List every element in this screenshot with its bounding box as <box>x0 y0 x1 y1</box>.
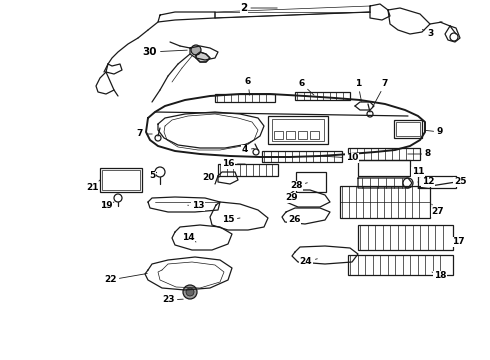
Text: 6: 6 <box>245 77 251 95</box>
Ellipse shape <box>403 178 413 188</box>
Bar <box>295 92 350 100</box>
Bar <box>215 94 275 102</box>
Polygon shape <box>196 52 210 62</box>
Text: 3: 3 <box>422 30 433 39</box>
Text: 7: 7 <box>137 130 152 139</box>
Bar <box>100 168 142 192</box>
Bar <box>358 225 453 250</box>
Bar <box>396 122 420 136</box>
Text: 7: 7 <box>372 80 388 108</box>
Bar <box>102 170 140 190</box>
Text: 29: 29 <box>286 194 298 202</box>
Bar <box>298 131 307 139</box>
Circle shape <box>191 45 201 55</box>
Bar <box>310 131 319 139</box>
Text: 22: 22 <box>104 274 147 284</box>
Text: 5: 5 <box>149 171 155 180</box>
Text: 19: 19 <box>99 202 114 211</box>
Bar <box>340 186 430 218</box>
Text: 26: 26 <box>288 216 300 225</box>
Text: 21: 21 <box>86 180 100 193</box>
Bar <box>418 176 456 188</box>
Text: 6: 6 <box>299 80 314 95</box>
Text: 4: 4 <box>242 145 254 154</box>
Bar <box>348 255 453 275</box>
Bar <box>394 120 422 138</box>
Bar <box>268 116 328 144</box>
Text: 13: 13 <box>188 202 204 211</box>
Bar <box>286 131 295 139</box>
Text: 14: 14 <box>182 234 196 243</box>
Bar <box>272 119 324 141</box>
Text: 23: 23 <box>162 296 183 305</box>
Circle shape <box>186 288 194 296</box>
Text: 2: 2 <box>241 3 277 13</box>
Bar <box>262 151 342 162</box>
Text: 12: 12 <box>418 177 434 186</box>
Text: 28: 28 <box>290 181 307 190</box>
Text: 20: 20 <box>202 174 219 183</box>
Text: 17: 17 <box>452 238 465 247</box>
Bar <box>358 160 410 176</box>
Text: 9: 9 <box>425 127 443 136</box>
Text: 11: 11 <box>412 167 424 176</box>
Text: 16: 16 <box>222 159 245 168</box>
Text: 30: 30 <box>143 47 187 57</box>
Bar <box>218 164 278 176</box>
Text: 18: 18 <box>432 271 446 280</box>
Circle shape <box>183 285 197 299</box>
Text: 25: 25 <box>454 177 466 186</box>
Bar <box>274 131 283 139</box>
Bar <box>296 172 326 192</box>
Text: 8: 8 <box>408 149 431 158</box>
Text: 24: 24 <box>300 257 318 266</box>
Bar <box>348 148 420 160</box>
Text: 10: 10 <box>323 153 358 162</box>
Text: 15: 15 <box>222 216 240 225</box>
Text: 1: 1 <box>355 80 362 101</box>
Text: 27: 27 <box>432 204 444 216</box>
